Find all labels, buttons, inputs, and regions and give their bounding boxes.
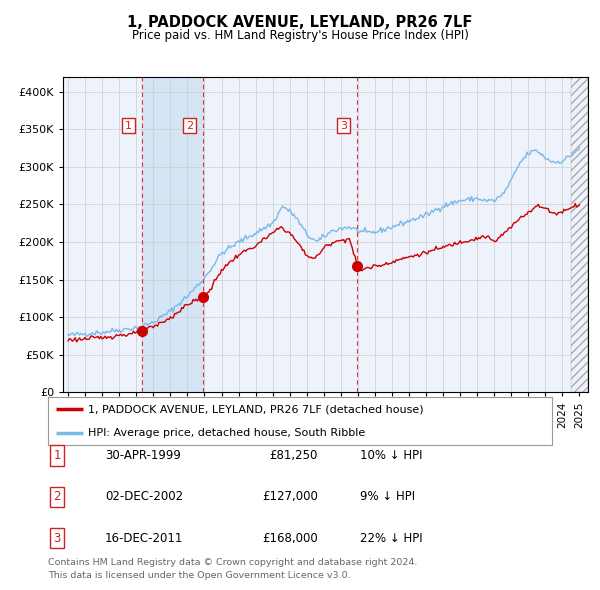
Text: Price paid vs. HM Land Registry's House Price Index (HPI): Price paid vs. HM Land Registry's House …: [131, 30, 469, 42]
Text: 1, PADDOCK AVENUE, LEYLAND, PR26 7LF (detached house): 1, PADDOCK AVENUE, LEYLAND, PR26 7LF (de…: [88, 404, 424, 414]
Text: 1, PADDOCK AVENUE, LEYLAND, PR26 7LF: 1, PADDOCK AVENUE, LEYLAND, PR26 7LF: [127, 15, 473, 30]
Text: 1: 1: [125, 120, 132, 130]
Text: 3: 3: [340, 120, 347, 130]
Text: 22% ↓ HPI: 22% ↓ HPI: [360, 532, 422, 545]
Text: £81,250: £81,250: [269, 449, 318, 462]
Text: 16-DEC-2011: 16-DEC-2011: [105, 532, 184, 545]
Bar: [142, 77, 203, 392]
Text: Contains HM Land Registry data © Crown copyright and database right 2024.: Contains HM Land Registry data © Crown c…: [48, 558, 418, 566]
Bar: [571, 77, 588, 392]
Text: 10% ↓ HPI: 10% ↓ HPI: [360, 449, 422, 462]
Text: HPI: Average price, detached house, South Ribble: HPI: Average price, detached house, Sout…: [88, 428, 365, 438]
Text: 1: 1: [53, 449, 61, 462]
Text: 2: 2: [186, 120, 193, 130]
Text: 30-APR-1999: 30-APR-1999: [105, 449, 181, 462]
Text: 2: 2: [53, 490, 61, 503]
Text: 3: 3: [53, 532, 61, 545]
Text: 9% ↓ HPI: 9% ↓ HPI: [360, 490, 415, 503]
Text: This data is licensed under the Open Government Licence v3.0.: This data is licensed under the Open Gov…: [48, 571, 350, 580]
Text: 02-DEC-2002: 02-DEC-2002: [105, 490, 183, 503]
Text: £127,000: £127,000: [262, 490, 318, 503]
Text: £168,000: £168,000: [262, 532, 318, 545]
